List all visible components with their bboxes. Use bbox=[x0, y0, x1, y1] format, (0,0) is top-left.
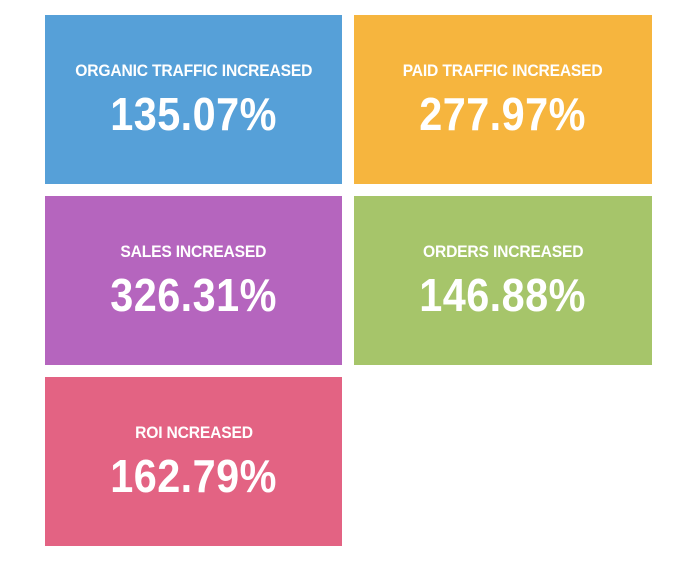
roi-value: 162.79% bbox=[110, 450, 277, 502]
orders-value: 146.88% bbox=[419, 269, 587, 321]
roi-tile: ROI NCREASED 162.79% bbox=[45, 377, 342, 546]
orders-tile: ORDERS INCREASED 146.88% bbox=[354, 196, 652, 365]
roi-label: ROI NCREASED bbox=[134, 423, 253, 442]
organic-traffic-label: ORGANIC TRAFFIC INCREASED bbox=[75, 61, 312, 80]
paid-traffic-value: 277.97% bbox=[419, 88, 587, 140]
organic-traffic-value: 135.07% bbox=[110, 88, 277, 140]
orders-label: ORDERS INCREASED bbox=[422, 242, 584, 261]
organic-traffic-tile: ORGANIC TRAFFIC INCREASED 135.07% bbox=[45, 15, 342, 184]
sales-tile: SALES INCREASED 326.31% bbox=[45, 196, 342, 365]
sales-value: 326.31% bbox=[110, 269, 277, 321]
paid-traffic-label: PAID TRAFFIC INCREASED bbox=[403, 61, 603, 80]
paid-traffic-tile: PAID TRAFFIC INCREASED 277.97% bbox=[354, 15, 652, 184]
sales-label: SALES INCREASED bbox=[120, 242, 267, 261]
